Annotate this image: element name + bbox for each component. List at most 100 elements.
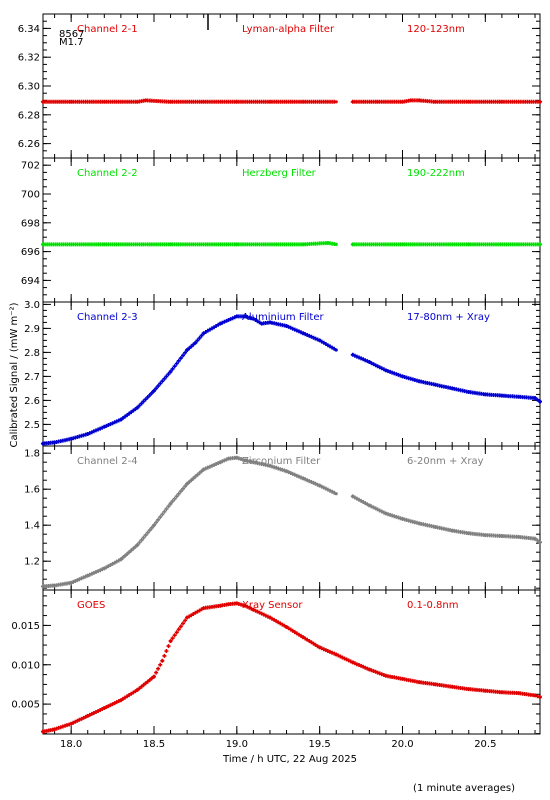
x-tick-label: 19.0 [226,739,248,750]
data-point [152,389,156,393]
data-point [160,659,164,663]
data-point [301,476,305,480]
panel-5: 0.005 0.010 0.015 GOES Xray Sensor 0.1-0.8nm 1… [11,589,542,750]
data-point [318,484,322,488]
data-point [53,583,57,588]
data-point [538,100,542,104]
panel-filter-label: Lyman-alpha Filter [242,24,335,35]
data-point [284,324,289,328]
series-1 [41,98,542,104]
data-point [69,100,73,104]
data-point [41,584,45,589]
data-point [202,467,206,471]
data-point [483,533,487,537]
x-tick-label: 18.0 [60,739,82,750]
y-tick-label: 1.2 [24,557,40,568]
y-tick-label: 700 [21,190,40,201]
data-point [169,502,173,506]
data-point [268,615,272,620]
data-point [483,689,487,693]
data-point [260,322,264,326]
series-1 [41,241,542,247]
data-point [409,98,413,102]
data-point [500,394,504,398]
series-marks [41,98,542,104]
data-point [334,492,338,496]
data-point [434,525,438,529]
panel-band-label: 0.1-0.8nm [407,600,459,611]
data-point [450,386,454,390]
data-point [235,456,239,460]
y-tick-label: 1.6 [24,485,40,496]
y-tick-label: 2.8 [24,348,40,359]
event-label-region: 8567 [59,29,84,40]
data-point [467,531,471,535]
data-point [538,400,542,404]
panel-4: 1.2 1.4 1.6 1.8 Channel 2-4 Zirconium Filter 6… [24,445,542,591]
data-point [384,511,388,516]
data-point [53,440,57,444]
data-point [69,581,73,585]
data-point [243,314,247,318]
data-point [318,338,322,342]
y-tick-label: 6.34 [18,24,40,35]
y-tick-label: 698 [21,218,40,229]
data-point [417,680,421,684]
data-point [268,464,272,468]
data-point [500,100,504,104]
data-point [152,675,156,679]
data-point [102,425,106,429]
data-point [467,390,471,394]
data-point [102,566,106,571]
data-point [533,396,537,400]
data-point [135,688,139,692]
data-point [351,494,355,498]
data-point [450,529,454,533]
data-point [185,482,189,486]
y-tick-label: 696 [21,247,40,258]
data-point [334,100,338,104]
panel-1: 6.26 6.28 6.30 6.32 6.34 Channel 2-1 Lyman-alp… [18,13,542,159]
data-point [119,418,123,422]
y-tick-label: 0.010 [11,660,40,671]
panel-band-label: 17-80nm + Xray [407,312,490,323]
series-1 [41,455,542,589]
data-point [251,317,255,321]
data-point [450,685,454,689]
data-point [102,706,106,710]
data-point [226,602,231,606]
data-point [185,348,189,352]
data-point [53,727,57,731]
data-point [144,98,148,102]
data-point [400,517,405,521]
x-axis-label: Time / h UTC, 22 Aug 2025 [222,754,357,765]
data-point [268,320,272,324]
data-point [434,682,438,687]
y-tick-label: 6.32 [18,53,40,64]
x-tick-label: 19.5 [309,739,331,750]
y-tick-label: 2.9 [24,324,40,335]
data-point [417,521,421,526]
data-point [434,100,438,104]
data-point [326,241,330,245]
data-point [218,322,222,326]
footnote: (1 minute averages) [413,783,515,794]
y-tick-label: 6.30 [18,82,40,93]
data-point [86,432,90,436]
data-point [400,100,405,104]
data-point [86,574,90,578]
data-point [169,370,173,374]
y-tick-label: 6.28 [18,110,40,121]
data-point [102,242,106,246]
data-point [251,460,255,464]
data-point [384,368,388,372]
data-point [218,604,222,608]
data-point [516,535,521,539]
data-point [169,100,173,104]
panel-channel-label: Channel 2-2 [77,168,138,179]
data-point [367,360,371,364]
data-point [516,691,521,695]
data-point [185,615,189,620]
data-point [235,314,239,318]
